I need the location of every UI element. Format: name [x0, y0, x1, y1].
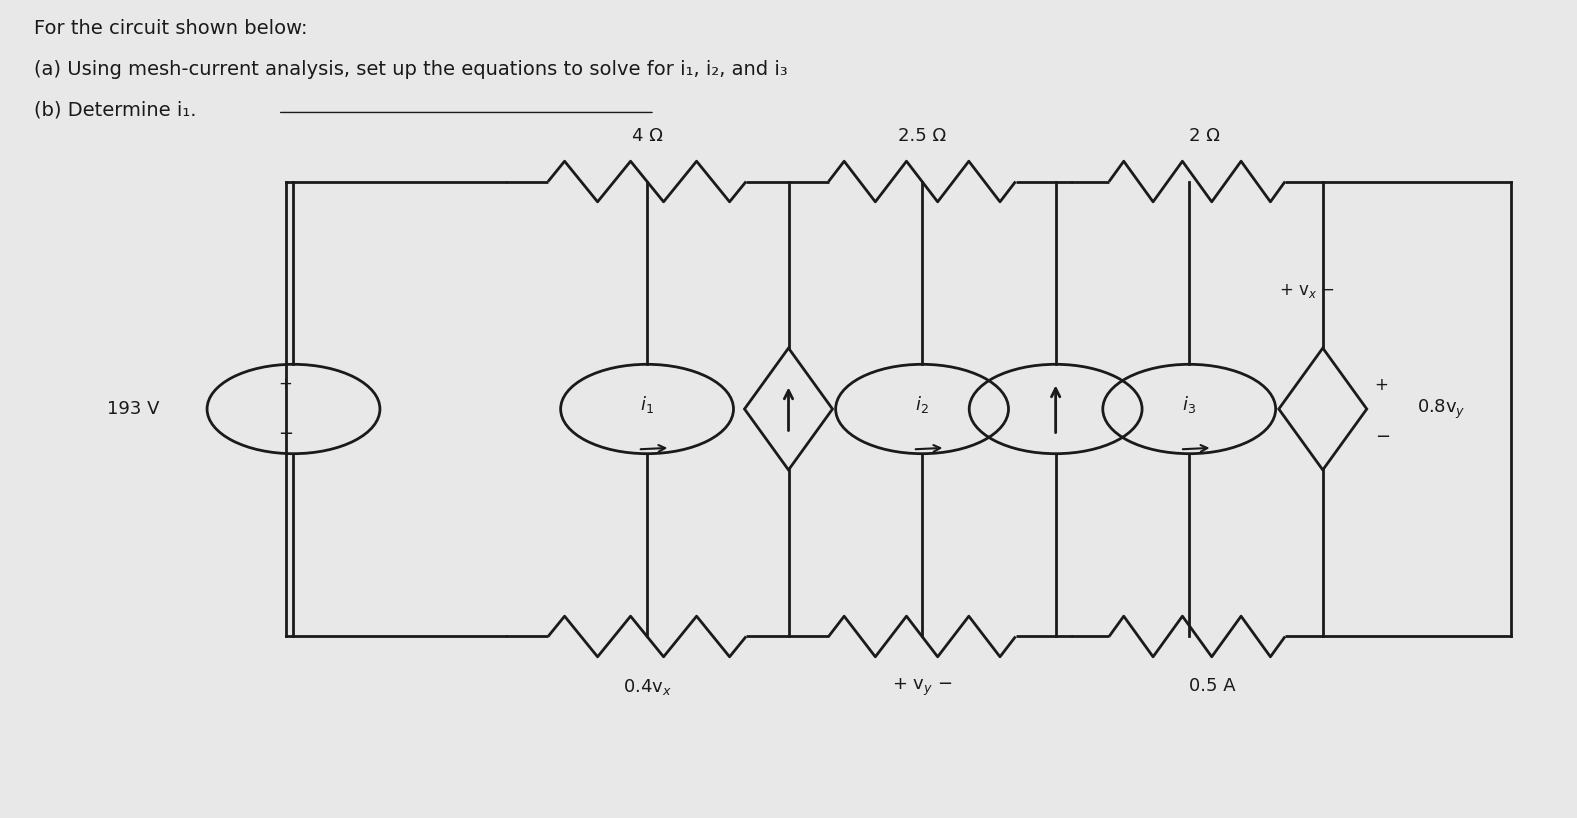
Text: 2.5 Ω: 2.5 Ω — [897, 127, 946, 145]
Text: For the circuit shown below:: For the circuit shown below: — [35, 19, 308, 38]
Text: + v$_x$ −: + v$_x$ − — [1279, 282, 1336, 300]
Text: +: + — [279, 375, 293, 393]
Text: −: − — [278, 425, 293, 443]
Text: 193 V: 193 V — [107, 400, 159, 418]
Text: (a) Using mesh-current analysis, set up the equations to solve for i₁, i₂, and i: (a) Using mesh-current analysis, set up … — [35, 60, 788, 79]
Text: +: + — [1375, 375, 1388, 393]
Text: i$_1$: i$_1$ — [640, 394, 654, 416]
Text: 0.5 A: 0.5 A — [1189, 677, 1236, 695]
Text: + v$_y$ −: + v$_y$ − — [893, 677, 953, 699]
Text: (b) Determine i₁.: (b) Determine i₁. — [35, 101, 197, 119]
Text: 2 Ω: 2 Ω — [1189, 127, 1221, 145]
Text: −: − — [1375, 429, 1389, 447]
Text: i$_3$: i$_3$ — [1183, 394, 1197, 416]
Text: i$_2$: i$_2$ — [915, 394, 929, 416]
Text: 0.8v$_y$: 0.8v$_y$ — [1418, 398, 1465, 420]
Text: 0.4v$_x$: 0.4v$_x$ — [623, 677, 672, 697]
Text: 4 Ω: 4 Ω — [632, 127, 662, 145]
